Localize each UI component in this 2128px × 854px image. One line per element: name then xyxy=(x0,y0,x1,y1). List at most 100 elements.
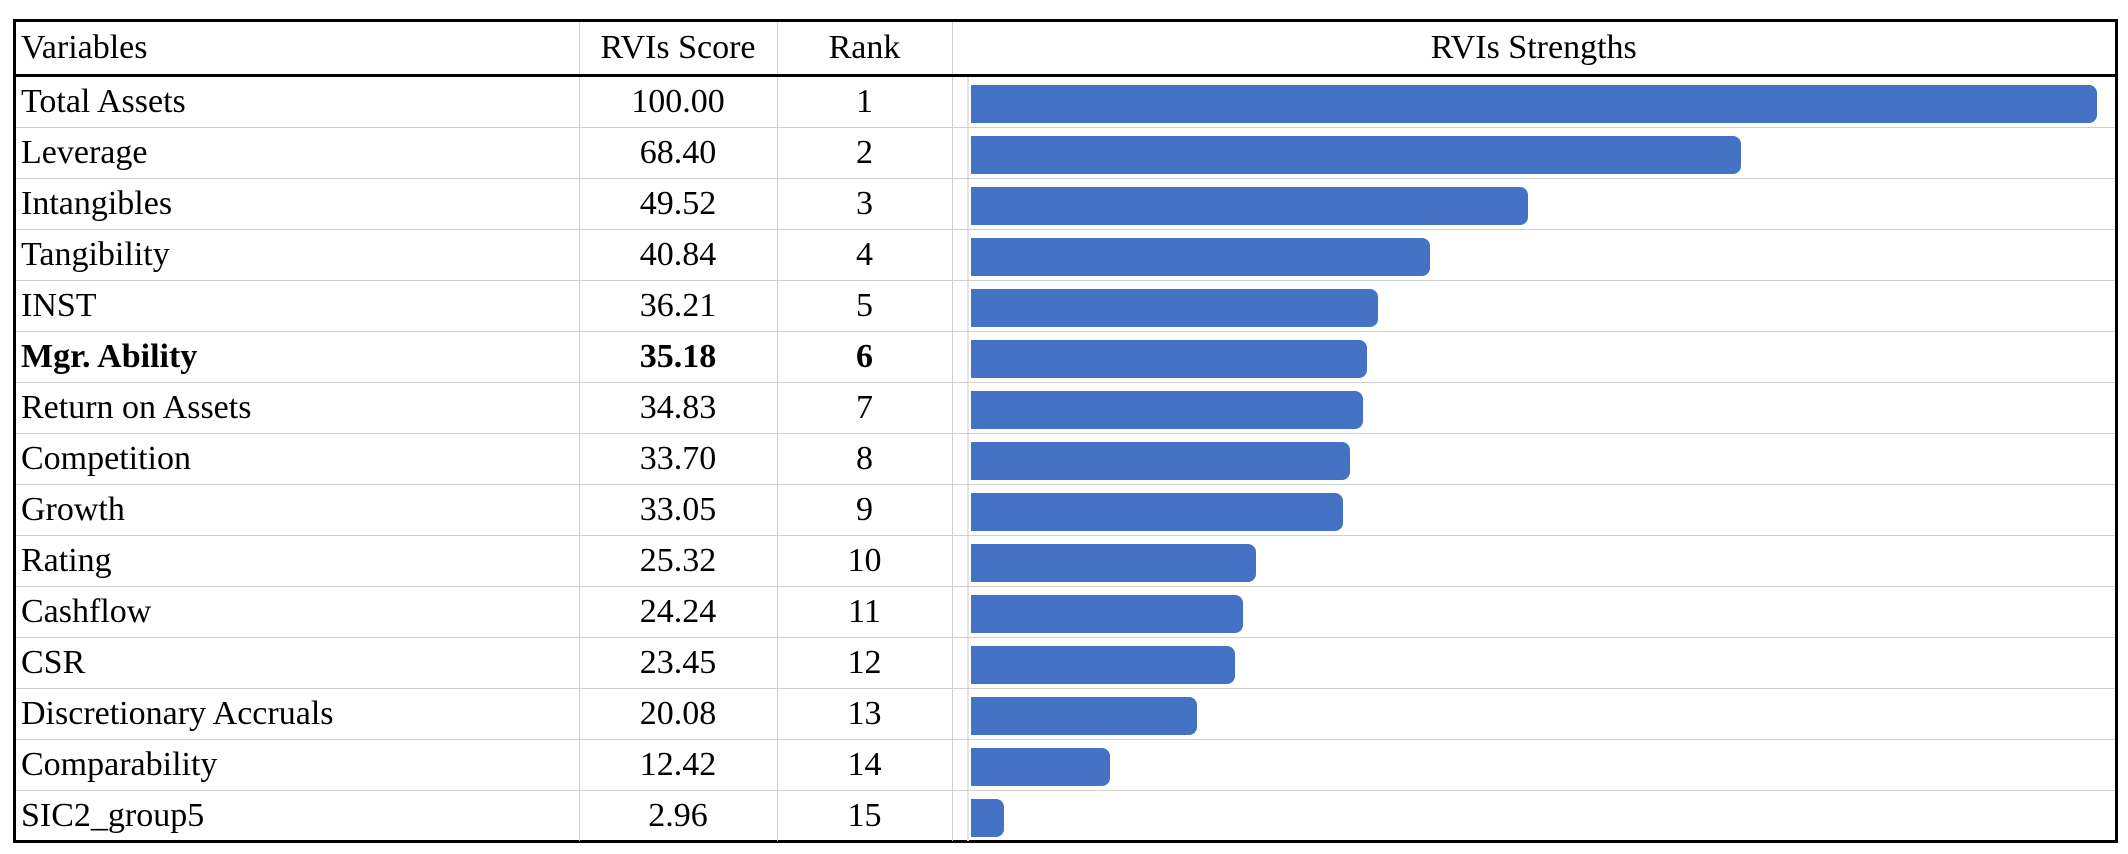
bar-mark xyxy=(970,697,1197,735)
table-row: INST 36.21 5 xyxy=(16,280,2115,332)
table-row: Competition 33.70 8 xyxy=(16,433,2115,485)
rank-cell: 10 xyxy=(777,535,953,587)
rank-cell: 3 xyxy=(777,178,953,230)
bar-axis-line xyxy=(966,230,969,280)
bar-axis-line xyxy=(966,281,969,331)
bar-mark xyxy=(970,136,1741,174)
score-cell: 12.42 xyxy=(579,739,778,791)
variable-cell: INST xyxy=(16,280,580,332)
score-cell: 49.52 xyxy=(579,178,778,230)
bar-mark xyxy=(970,85,2097,123)
table-row: Comparability 12.42 14 xyxy=(16,739,2115,791)
bar-axis-line xyxy=(966,332,969,382)
bar-cell xyxy=(951,688,2115,740)
score-cell: 20.08 xyxy=(579,688,778,740)
variable-cell: Growth xyxy=(16,484,580,536)
rank-cell: 15 xyxy=(777,790,953,841)
bar-cell xyxy=(951,535,2115,587)
rank-cell: 2 xyxy=(777,127,953,179)
rvi-table-frame: Variables RVIs Score Rank RVIs Strengths… xyxy=(13,19,2118,843)
table-row: CSR 23.45 12 xyxy=(16,637,2115,689)
table-row: Leverage 68.40 2 xyxy=(16,127,2115,179)
bar-axis-line xyxy=(966,587,969,637)
score-cell: 24.24 xyxy=(579,586,778,638)
table-row: Discretionary Accruals 20.08 13 xyxy=(16,688,2115,740)
table-row: Mgr. Ability 35.18 6 xyxy=(16,331,2115,383)
bar-mark xyxy=(970,646,1235,684)
bar-cell xyxy=(951,127,2115,179)
score-cell: 33.70 xyxy=(579,433,778,485)
table-row: Growth 33.05 9 xyxy=(16,484,2115,536)
rank-cell: 8 xyxy=(777,433,953,485)
bar-mark xyxy=(970,442,1350,480)
bar-mark xyxy=(970,493,1343,531)
variable-cell: CSR xyxy=(16,637,580,689)
header-row: Variables RVIs Score Rank RVIs Strengths xyxy=(16,22,2115,77)
score-cell: 23.45 xyxy=(579,637,778,689)
bar-axis-line xyxy=(966,128,969,178)
rank-cell: 11 xyxy=(777,586,953,638)
variable-cell: Tangibility xyxy=(16,229,580,281)
bar-mark xyxy=(970,289,1379,327)
table-body: Total Assets 100.00 1 Leverage 68.40 2 Intangi… xyxy=(16,75,2115,841)
bar-mark xyxy=(970,238,1431,276)
bar-mark xyxy=(970,391,1363,429)
table-row: Rating 25.32 10 xyxy=(16,535,2115,587)
bar-mark xyxy=(970,544,1256,582)
rvi-table: Variables RVIs Score Rank RVIs Strengths… xyxy=(16,22,2115,841)
bar-cell xyxy=(951,586,2115,638)
bar-axis-line xyxy=(966,77,969,127)
variable-cell: Discretionary Accruals xyxy=(16,688,580,740)
table-row: Intangibles 49.52 3 xyxy=(16,178,2115,230)
bar-mark xyxy=(970,748,1111,786)
header-variables: Variables xyxy=(16,22,580,77)
bar-axis-line xyxy=(966,638,969,688)
score-cell: 68.40 xyxy=(579,127,778,179)
bar-cell xyxy=(951,433,2115,485)
score-cell: 25.32 xyxy=(579,535,778,587)
score-cell: 100.00 xyxy=(579,75,778,128)
score-cell: 34.83 xyxy=(579,382,778,434)
variable-cell: Intangibles xyxy=(16,178,580,230)
rank-cell: 4 xyxy=(777,229,953,281)
variable-cell: Mgr. Ability xyxy=(16,331,580,383)
variable-cell: Cashflow xyxy=(16,586,580,638)
bar-mark xyxy=(970,340,1367,378)
bar-mark xyxy=(970,595,1244,633)
rank-cell: 1 xyxy=(777,75,953,128)
score-cell: 2.96 xyxy=(579,790,778,841)
bar-mark xyxy=(970,187,1529,225)
bar-axis-line xyxy=(966,740,969,790)
bar-cell xyxy=(951,280,2115,332)
variable-cell: Total Assets xyxy=(16,75,580,128)
chart-title: RVIs Strengths xyxy=(952,22,2115,77)
table-row: SIC2_group5 2.96 15 xyxy=(16,790,2115,841)
rank-cell: 6 xyxy=(777,331,953,383)
rank-cell: 9 xyxy=(777,484,953,536)
variable-cell: Return on Assets xyxy=(16,382,580,434)
bar-axis-line xyxy=(966,791,969,841)
bar-axis-line xyxy=(966,383,969,433)
bar-cell xyxy=(951,331,2115,383)
bar-axis-line xyxy=(966,434,969,484)
table-row: Total Assets 100.00 1 xyxy=(16,75,2115,128)
table-row: Tangibility 40.84 4 xyxy=(16,229,2115,281)
bar-cell xyxy=(951,178,2115,230)
variable-cell: Rating xyxy=(16,535,580,587)
variable-cell: Leverage xyxy=(16,127,580,179)
bar-cell xyxy=(951,637,2115,689)
variable-cell: Competition xyxy=(16,433,580,485)
bar-cell xyxy=(951,382,2115,434)
bar-cell xyxy=(951,790,2115,841)
score-cell: 40.84 xyxy=(579,229,778,281)
header-score: RVIs Score xyxy=(579,22,778,77)
bar-cell xyxy=(951,484,2115,536)
rank-cell: 7 xyxy=(777,382,953,434)
bar-axis-line xyxy=(966,536,969,586)
rank-cell: 13 xyxy=(777,688,953,740)
header-rank: Rank xyxy=(777,22,953,77)
rank-cell: 14 xyxy=(777,739,953,791)
score-cell: 36.21 xyxy=(579,280,778,332)
variable-cell: Comparability xyxy=(16,739,580,791)
score-cell: 35.18 xyxy=(579,331,778,383)
